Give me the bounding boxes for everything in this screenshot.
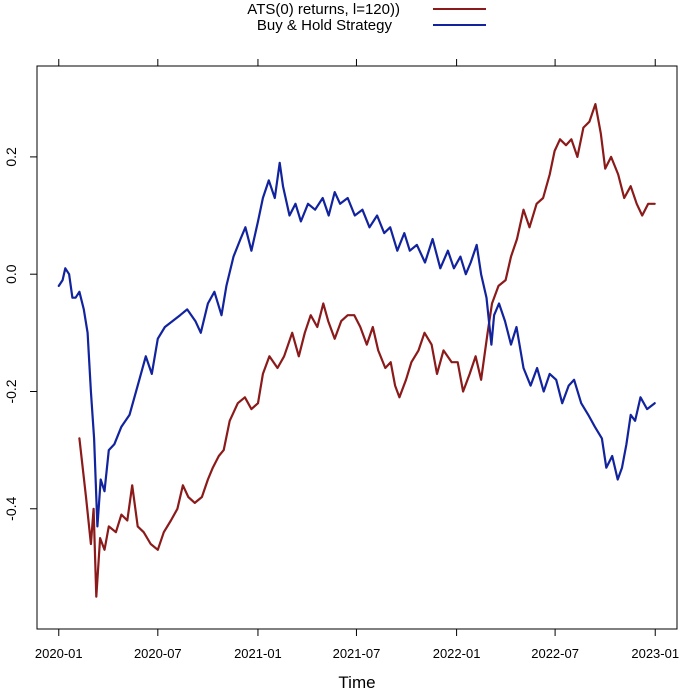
legend-label-buy-hold: Buy & Hold Strategy xyxy=(257,17,393,34)
y-tick-label: 0.0 xyxy=(3,264,19,284)
x-tick-label: 2021-01 xyxy=(234,646,282,661)
series-layer xyxy=(57,103,656,598)
x-tick-label: 2023-01 xyxy=(631,646,679,661)
plot-frame xyxy=(36,65,678,630)
series-line-ats-returns xyxy=(78,103,656,598)
y-tick-label: -0.2 xyxy=(3,379,19,403)
y-tick-label: 0.2 xyxy=(3,147,19,167)
x-tick-label: 2020-07 xyxy=(134,646,182,661)
y-tick-label: -0.4 xyxy=(3,497,19,521)
x-axis: 2020-01 2020-07 2021-01 2021-07 2022-01 2022-… xyxy=(35,59,679,661)
x-axis-label: Time xyxy=(338,673,375,689)
legend: ATS(0) returns, l=120)) Buy & Hold Strat… xyxy=(247,1,486,34)
x-tick-label: 2020-01 xyxy=(35,646,83,661)
x-tick-label: 2021-07 xyxy=(333,646,381,661)
x-tick-label: 2022-07 xyxy=(531,646,579,661)
legend-label-ats: ATS(0) returns, l=120)) xyxy=(247,1,400,18)
y-axis: -0.4 -0.2 0.0 0.2 xyxy=(3,147,37,521)
x-tick-label: 2022-01 xyxy=(433,646,481,661)
series-line-buy-hold xyxy=(57,161,656,528)
